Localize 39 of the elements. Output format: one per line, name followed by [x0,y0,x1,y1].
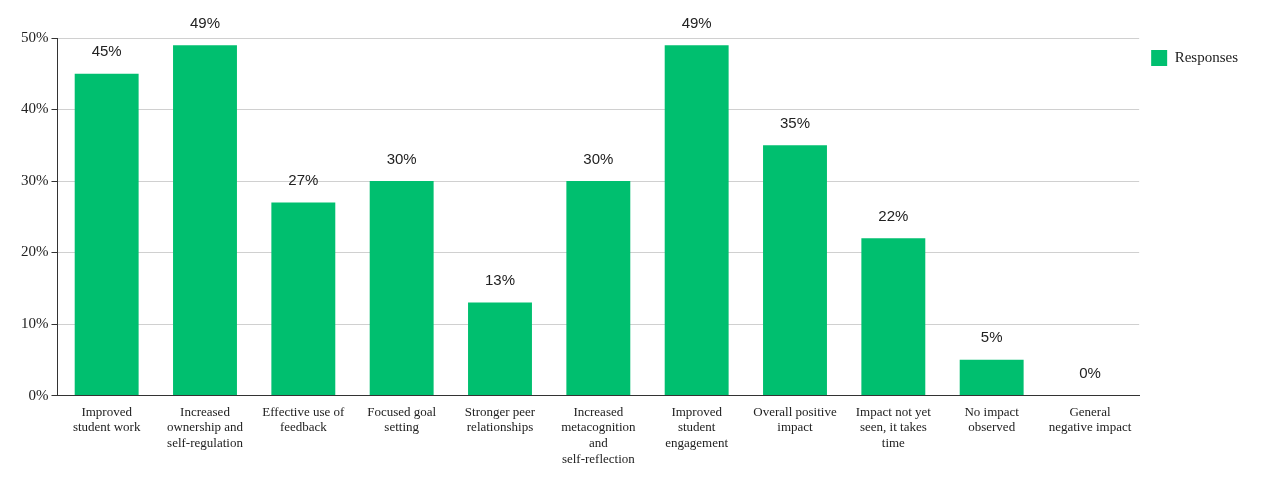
x-tick-label: Stronger peer relationships [464,403,536,435]
bar [664,45,729,396]
y-tick-label: 0% [28,386,49,403]
bar [271,202,336,396]
data-label: 45% [91,42,122,60]
bar [369,181,434,396]
y-tick-label: 30% [21,171,49,188]
x-tick-label: Effective use of feedback [262,403,346,435]
x-tick-label: Overall positive impact [753,403,837,435]
bar [173,45,237,396]
bar [861,238,926,396]
legend-label: Responses [1174,48,1239,65]
x-tick-label: Increased ownership and self-regulation [166,403,244,451]
data-label: 30% [583,149,614,167]
x-tick-label: Increased metacognition and self-reflection [561,403,637,466]
data-label: 49% [189,13,221,31]
y-tick-label: 20% [21,243,49,260]
bar [959,359,1024,396]
data-label: 49% [681,13,712,31]
x-tick-label: General negative impact [1048,403,1132,435]
data-label: 30% [386,149,417,167]
x-tick-label: Improved student engagement [665,403,729,451]
bar [763,145,827,396]
bar [468,302,532,396]
x-tick-label: Focused goal setting [367,403,437,435]
bar [74,73,139,396]
data-label: 35% [779,113,811,131]
y-tick-label: 50% [21,28,49,45]
data-label: 22% [878,206,909,224]
data-label: 13% [484,271,516,289]
x-tick-label: No impact observed [964,403,1020,435]
x-tick-label: Impact not yet seen, it takes time [855,403,932,451]
data-label: 27% [288,171,319,189]
x-tick-label: Improved student work [72,403,141,435]
y-tick-label: 10% [21,315,49,332]
bar [566,181,631,396]
data-label: 5% [980,328,1003,346]
data-label: 0% [1079,364,1101,382]
y-tick-label: 40% [21,100,49,117]
